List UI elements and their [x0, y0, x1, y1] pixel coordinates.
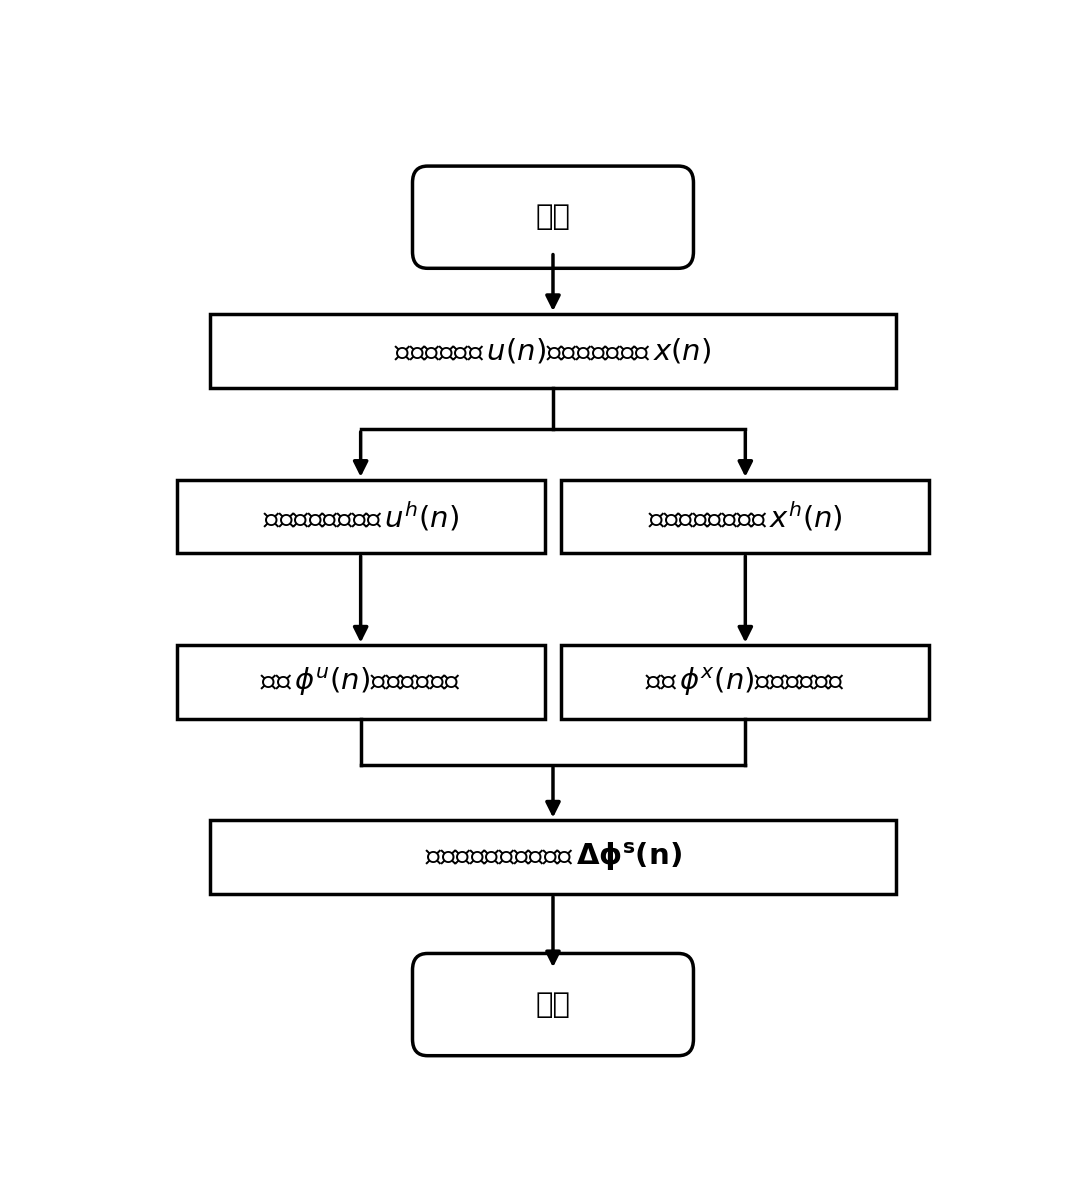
Bar	[177, 646, 545, 719]
Bar	[210, 313, 896, 388]
Text: 计算$\,\mathbf{\mathit{\phi^u(n)}}$电压瞬时相位: 计算$\,\mathbf{\mathit{\phi^u(n)}}$电压瞬时相位	[260, 666, 461, 698]
Bar	[561, 480, 929, 554]
Text: 结束: 结束	[535, 990, 571, 1019]
FancyBboxPatch shape	[412, 953, 694, 1056]
FancyBboxPatch shape	[412, 166, 694, 268]
Bar	[177, 480, 545, 554]
Text: 采集电源电压$\,\mathbf{\mathit{u(n)}}$，泄漏电流信号$\,\mathbf{\mathit{x(n)}}$: 采集电源电压$\,\mathbf{\mathit{u(n)}}$，泄漏电流信号$…	[395, 336, 711, 365]
Text: 计算$\,\mathbf{\mathit{\phi^x(n)}}$电流瞬时相位: 计算$\,\mathbf{\mathit{\phi^x(n)}}$电流瞬时相位	[645, 666, 845, 698]
Text: 计算希尔伯特变换$\,\mathbf{\mathit{u^h(n)}}$: 计算希尔伯特变换$\,\mathbf{\mathit{u^h(n)}}$	[262, 500, 459, 533]
Bar	[210, 820, 896, 895]
Bar	[561, 646, 929, 719]
Text: 计算希尔伯特变换$\,\mathbf{\mathit{x^h(n)}}$: 计算希尔伯特变换$\,\mathbf{\mathit{x^h(n)}}$	[647, 500, 843, 533]
Text: 开始: 开始	[535, 203, 571, 231]
Text: 计算二者间相位差之和$\,\mathbf{\Delta\phi^s(n)}$: 计算二者间相位差之和$\,\mathbf{\Delta\phi^s(n)}$	[424, 841, 682, 873]
